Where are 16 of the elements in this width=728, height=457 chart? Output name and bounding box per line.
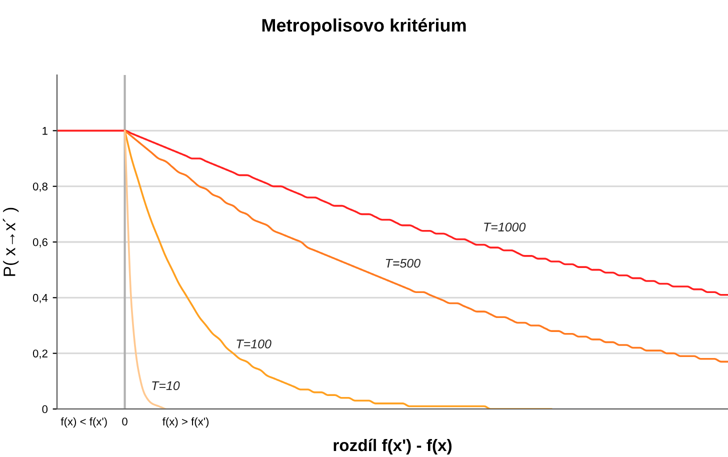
y-tick-label: 0,2: [32, 350, 48, 359]
y-tick-label: 0: [42, 405, 48, 414]
y-tick-label: 0,8: [32, 182, 48, 192]
series-label: T=10: [152, 381, 180, 390]
series-label: T=500: [386, 258, 420, 268]
y-axis-title: P( x→x´ ): [2, 208, 19, 276]
x-tick-label: f(x) > f(x'): [162, 417, 209, 428]
chart-title: Metropolisovo kritérium: [262, 18, 466, 36]
series-label: T=100: [236, 340, 272, 348]
y-tick-label: 0,6: [32, 238, 48, 248]
series-label: T=1000: [484, 222, 526, 232]
y-tick-label: 1: [42, 127, 48, 135]
x-axis-title: rozdíl f(x') - f(x): [334, 438, 452, 454]
x-tick-label: f(x) < f(x'): [60, 417, 107, 428]
y-tick-label: 0,4: [32, 294, 48, 304]
x-tick-label: 0: [122, 418, 128, 426]
